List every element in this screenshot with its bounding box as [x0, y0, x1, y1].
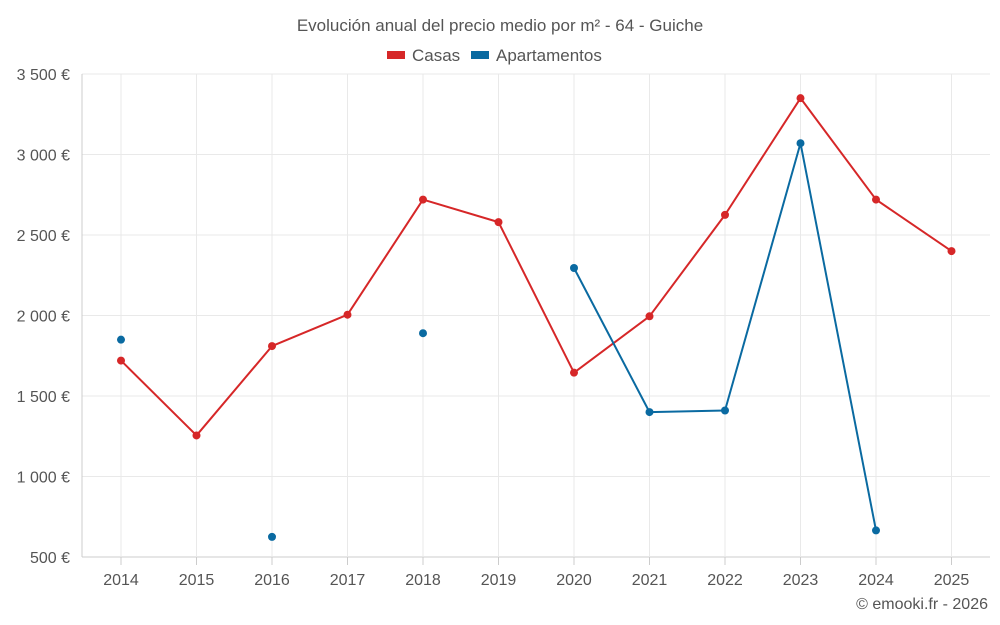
data-point[interactable]	[192, 431, 201, 440]
x-tick-label: 2023	[783, 572, 819, 589]
y-tick-label: 1 000 €	[17, 470, 70, 487]
x-tick-label: 2025	[934, 572, 970, 589]
series-1	[117, 139, 880, 541]
data-point[interactable]	[796, 94, 805, 103]
legend-swatch	[471, 51, 489, 59]
legend: Casas Apartamentos	[387, 46, 602, 65]
x-tick-label: 2014	[103, 572, 139, 589]
x-tick-label: 2017	[330, 572, 366, 589]
data-point[interactable]	[947, 247, 956, 256]
data-point[interactable]	[419, 195, 427, 204]
x-axis: 2014 2015 2016 2017 2018 2019 2020 2021 2022 2023…	[103, 557, 969, 589]
x-tick-label: 2021	[632, 572, 668, 589]
y-tick-label: 2 000 €	[17, 309, 70, 326]
x-tick-label: 2024	[858, 572, 894, 589]
legend-label: Casas	[412, 46, 460, 65]
series-group	[117, 94, 956, 541]
legend-label: Apartamentos	[496, 46, 602, 65]
y-axis: 500 € 1 000 € 1 500 € 2 000 € 2 500 € 3 000 €…	[17, 67, 70, 567]
y-tick-label: 2 500 €	[17, 228, 70, 245]
data-point[interactable]	[721, 406, 729, 415]
y-tick-label: 500 €	[30, 550, 70, 567]
data-point[interactable]	[645, 408, 654, 417]
legend-item-1[interactable]: Apartamentos	[471, 46, 602, 65]
data-point[interactable]	[494, 218, 503, 227]
data-point[interactable]	[117, 335, 125, 344]
data-point[interactable]	[872, 526, 880, 535]
data-point[interactable]	[268, 532, 276, 541]
data-point[interactable]	[796, 139, 805, 148]
x-tick-label: 2022	[707, 572, 743, 589]
data-point[interactable]	[570, 264, 578, 273]
series-line	[120, 97, 953, 437]
y-tick-label: 3 500 €	[17, 67, 70, 84]
legend-item-0[interactable]: Casas	[387, 46, 460, 65]
x-tick-label: 2019	[481, 572, 517, 589]
x-tick-label: 2015	[179, 572, 215, 589]
chart-title: Evolución anual del precio medio por m² …	[297, 16, 703, 35]
grid	[81, 73, 990, 558]
data-point[interactable]	[721, 210, 729, 219]
x-tick-label: 2020	[556, 572, 592, 589]
data-point[interactable]	[645, 312, 654, 321]
data-point[interactable]	[872, 195, 880, 204]
credit: © emooki.fr - 2026	[856, 596, 988, 613]
x-tick-label: 2018	[405, 572, 441, 589]
y-tick-label: 3 000 €	[17, 148, 70, 165]
x-tick-label: 2016	[254, 572, 290, 589]
data-point[interactable]	[419, 329, 427, 338]
y-tick-label: 1 500 €	[17, 389, 70, 406]
data-point[interactable]	[117, 356, 125, 365]
data-point[interactable]	[268, 342, 276, 351]
legend-swatch	[387, 51, 405, 59]
data-point[interactable]	[570, 368, 578, 377]
data-point[interactable]	[343, 310, 352, 319]
series-0	[117, 94, 956, 440]
